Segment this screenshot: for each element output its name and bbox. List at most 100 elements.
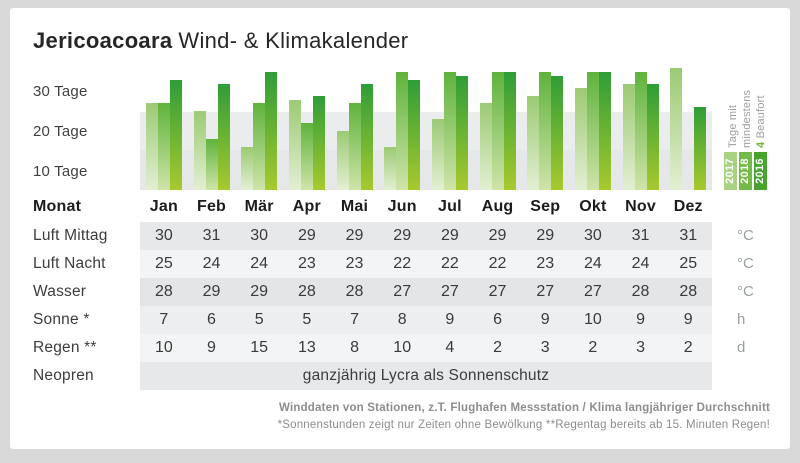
bar-group-sep xyxy=(521,68,569,190)
unit-label: °C xyxy=(737,283,754,300)
month-label-jan: Jan xyxy=(149,198,178,215)
legend-chip-2018: 2018 xyxy=(739,152,752,190)
value-wasser-dez: 28 xyxy=(679,283,698,300)
bar-groups xyxy=(140,68,712,190)
bar-2017-jun xyxy=(384,146,397,190)
value-wasser-m-r: 29 xyxy=(250,283,269,300)
table-row-regen: Regen ** 10 9 15 13 8 10 4 2 3 2 3 2 d xyxy=(10,334,790,362)
legend-line-1: Tage mit xyxy=(727,104,739,148)
value-wasser-apr: 28 xyxy=(297,283,316,300)
unit-label: °C xyxy=(737,227,754,244)
bar-2018-aug xyxy=(491,72,504,190)
beaufort-rest: Beaufort xyxy=(755,95,767,142)
table-row-wasser: Wasser 28 29 29 28 28 27 27 27 27 27 28 28 °C xyxy=(10,278,790,306)
chart-legend-title: Tage mit mindestens 4 Beaufort xyxy=(726,58,768,148)
title-rest: Wind- & Klimakalender xyxy=(178,28,409,53)
value-luft-mittag-okt: 30 xyxy=(583,227,602,244)
month-label-apr: Apr xyxy=(292,198,321,215)
bar-2017-apr xyxy=(288,99,301,190)
row-label: Regen ** xyxy=(33,339,97,356)
row-label: Sonne * xyxy=(33,311,90,328)
bar-group-m-r xyxy=(235,68,283,190)
value-luft-mittag-dez: 31 xyxy=(679,227,698,244)
bar-2016-m-r xyxy=(265,72,278,190)
row-stripe: 30 31 30 29 29 29 29 29 29 30 31 31 xyxy=(140,222,712,250)
value-luft-mittag-sep: 29 xyxy=(536,227,555,244)
bar-2018-feb xyxy=(205,138,218,190)
bar-2016-feb xyxy=(217,83,230,190)
row-stripe: 10 9 15 13 8 10 4 2 3 2 3 2 xyxy=(140,334,712,362)
bar-2017-sep xyxy=(527,95,540,190)
value-regen-mai: 8 xyxy=(350,339,359,356)
value-sonne-jun: 8 xyxy=(397,311,407,328)
row-stripe: ganzjährig Lycra als Sonnenschutz xyxy=(140,362,712,390)
y-tick-30: 30 Tage xyxy=(33,83,88,100)
bar-2017-feb xyxy=(193,111,206,190)
value-wasser-feb: 29 xyxy=(202,283,221,300)
month-label-aug: Aug xyxy=(481,198,514,215)
value-sonne-mai: 7 xyxy=(350,311,359,328)
footer-source-line: Winddaten von Stationen, z.T. Flughafen … xyxy=(279,402,770,414)
bar-2016-apr xyxy=(312,95,325,190)
value-luft-nacht-aug: 22 xyxy=(488,255,507,272)
bar-2018-m-r xyxy=(253,103,266,190)
value-luft-mittag-jan: 30 xyxy=(154,227,173,244)
page-title: Jericoacoara Wind- & Klimakalender xyxy=(33,28,408,54)
year-legend: 2017 2018 2016 xyxy=(724,152,769,190)
bar-2016-nov xyxy=(646,83,659,190)
table-row-sonne: Sonne * 7 6 5 5 7 8 9 6 9 10 9 9 h xyxy=(10,306,790,334)
value-wasser-okt: 27 xyxy=(583,283,602,300)
bar-2017-m-r xyxy=(241,146,254,190)
value-luft-mittag-aug: 29 xyxy=(488,227,507,244)
row-label: Neopren xyxy=(33,367,94,384)
bar-2018-mai xyxy=(348,103,361,190)
value-wasser-jan: 28 xyxy=(154,283,173,300)
bar-2018-apr xyxy=(300,123,313,190)
value-luft-mittag-nov: 31 xyxy=(631,227,650,244)
bar-group-dez xyxy=(664,68,712,190)
value-regen-nov: 3 xyxy=(636,339,645,356)
row-label: Luft Nacht xyxy=(33,255,106,272)
row-label: Wasser xyxy=(33,283,87,300)
neopren-note: ganzjährig Lycra als Sonnenschutz xyxy=(302,367,550,384)
row-stripe: 28 29 29 28 28 27 27 27 27 27 28 28 xyxy=(140,278,712,306)
y-tick-20: 20 Tage xyxy=(33,123,88,140)
table-row-luft-nacht: Luft Nacht 25 24 24 23 23 22 22 22 23 24 24 25 °C xyxy=(10,250,790,278)
value-regen-jan: 10 xyxy=(154,339,173,356)
legend-line-2: mindestens xyxy=(741,89,753,148)
unit-label: h xyxy=(737,311,746,328)
bar-2017-dez xyxy=(670,68,683,190)
value-luft-nacht-m-r: 24 xyxy=(250,255,269,272)
value-regen-sep: 3 xyxy=(540,339,550,356)
bar-group-jun xyxy=(378,68,426,190)
legend-line-3: 4 Beaufort xyxy=(754,58,768,148)
month-label-dez: Dez xyxy=(673,198,703,215)
bar-2018-sep xyxy=(539,72,552,190)
value-wasser-jun: 27 xyxy=(393,283,412,300)
bar-2016-aug xyxy=(503,72,516,190)
value-regen-feb: 9 xyxy=(207,339,216,356)
bar-group-jan xyxy=(140,68,188,190)
bar-2016-okt xyxy=(598,72,611,190)
calendar-card: Jericoacoara Wind- & Klimakalender 30 Tag… xyxy=(10,8,790,449)
legend-chip-2017: 2017 xyxy=(724,152,737,190)
value-wasser-sep: 27 xyxy=(536,283,555,300)
band-20-30-tage xyxy=(140,112,712,150)
bar-2016-dez xyxy=(694,107,707,190)
brand-name: Jericoacoara xyxy=(33,28,173,53)
bar-2018-jun xyxy=(396,72,409,190)
value-regen-jun: 10 xyxy=(393,339,412,356)
value-sonne-jan: 7 xyxy=(159,311,169,328)
unit-label: °C xyxy=(737,255,754,272)
value-wasser-nov: 28 xyxy=(631,283,650,300)
value-wasser-aug: 27 xyxy=(488,283,507,300)
bar-group-feb xyxy=(188,68,236,190)
climate-table-rows: Luft Mittag 30 31 30 29 29 29 29 29 29 30 31 31 °C Luf… xyxy=(10,222,790,390)
month-label-mai: Mai xyxy=(340,198,369,215)
value-regen-dez: 2 xyxy=(683,339,693,356)
value-sonne-dez: 9 xyxy=(683,311,693,328)
value-luft-nacht-apr: 23 xyxy=(297,255,316,272)
value-luft-mittag-m-r: 30 xyxy=(250,227,269,244)
value-wasser-jul: 27 xyxy=(440,283,459,300)
footer-notes: Winddaten von Stationen, z.T. Flughafen … xyxy=(278,402,770,431)
